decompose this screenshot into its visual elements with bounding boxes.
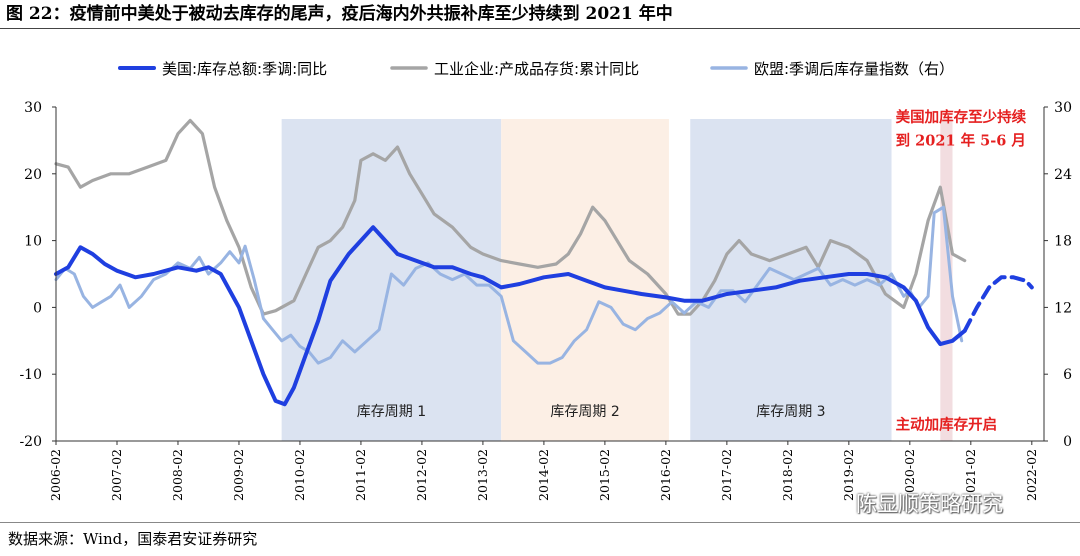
x-tick-label-12: 2018-02: [780, 449, 795, 501]
shaded-regions: 库存周期 1 库存周期 2 库存周期 3: [281, 119, 953, 441]
x-tick-label-0: 2006-02: [48, 449, 63, 501]
x-tick-label-9: 2015-02: [597, 449, 612, 501]
x-tick-label-6: 2012-02: [414, 449, 429, 501]
x-tick-label-1: 2007-02: [109, 449, 124, 501]
x-tick-label-16: 2022-02: [1024, 449, 1039, 501]
annotation-3: 主动加库存开启: [896, 415, 998, 433]
x-tick-label-13: 2019-02: [841, 449, 856, 501]
left-tick-label-3: 10: [24, 234, 42, 250]
annotation-1: 美国加库存至少持续: [896, 108, 1027, 126]
right-tick-label-0: 0: [1063, 434, 1072, 450]
series-line-2: [962, 275, 1034, 333]
right-tick-label-4: 24: [1054, 167, 1072, 183]
legend-label-3: 欧盟:季调后库存量指数（右）: [754, 60, 954, 78]
x-tick-label-2: 2008-02: [170, 449, 185, 501]
legend-label-1: 美国:库存总额:季调:同比: [162, 60, 327, 78]
x-tick-label-4: 2010-02: [292, 449, 307, 501]
region-label-2: 库存周期 2: [550, 404, 619, 420]
series-line-3: [54, 118, 967, 316]
right-tick-label-1: 6: [1063, 367, 1072, 383]
shaded-region-3: [690, 119, 892, 441]
wechat-logo-icon: [822, 494, 851, 516]
left-tick-label-5: 30: [24, 100, 42, 116]
annotation-2: 到 2021 年 5-6 月: [896, 131, 1026, 149]
left-tick-label-4: 20: [24, 167, 42, 183]
series-layer: [54, 118, 1034, 407]
right-tick-label-5: 30: [1054, 100, 1072, 116]
series-line-4: [54, 205, 964, 365]
axes: -20 -10 0 10 20 30 0 6 12 18 24 30 2006-02 2007-02 200…: [19, 100, 1072, 501]
x-tick-label-10: 2016-02: [658, 449, 673, 501]
title-rule: [0, 28, 1080, 29]
bottom-rule: [0, 522, 1080, 523]
region-label-1: 库存周期 1: [357, 404, 426, 420]
legend-label-2: 工业企业:产成品存货:累计同比: [434, 60, 639, 78]
x-tick-label-15: 2021-02: [963, 449, 978, 501]
watermark: 陈显顺策略研究: [822, 486, 1072, 522]
x-tick-label-14: 2020-02: [902, 449, 917, 501]
right-tick-label-2: 12: [1054, 300, 1072, 316]
chart: 库存周期 1 库存周期 2 库存周期 3 -20 -10 0 10 20 30 0 6 12 18 24…: [19, 60, 1072, 501]
x-tick-label-3: 2009-02: [231, 449, 246, 501]
x-tick-label-7: 2013-02: [475, 449, 490, 501]
left-tick-label-2: 0: [33, 300, 42, 316]
x-tick-label-5: 2011-02: [353, 449, 368, 501]
x-tick-label-11: 2017-02: [719, 449, 734, 501]
right-tick-label-3: 18: [1054, 234, 1072, 250]
source-note: 数据来源：Wind，国泰君安证券研究: [8, 530, 258, 548]
left-tick-label-0: -20: [19, 434, 42, 450]
x-tick-label-8: 2014-02: [536, 449, 551, 501]
chart-title: 图 22：疫情前中美处于被动去库存的尾声，疫后海内外共振补库至少持续到 2021…: [6, 4, 673, 24]
watermark-text: 陈显顺策略研究: [856, 492, 1003, 516]
legend: 美国:库存总额:季调:同比 工业企业:产成品存货:累计同比 欧盟:季调后库存量指数（…: [118, 60, 954, 78]
left-tick-label-1: -10: [19, 367, 42, 383]
series-line-1: [54, 225, 967, 407]
region-label-3: 库存周期 3: [756, 404, 825, 420]
